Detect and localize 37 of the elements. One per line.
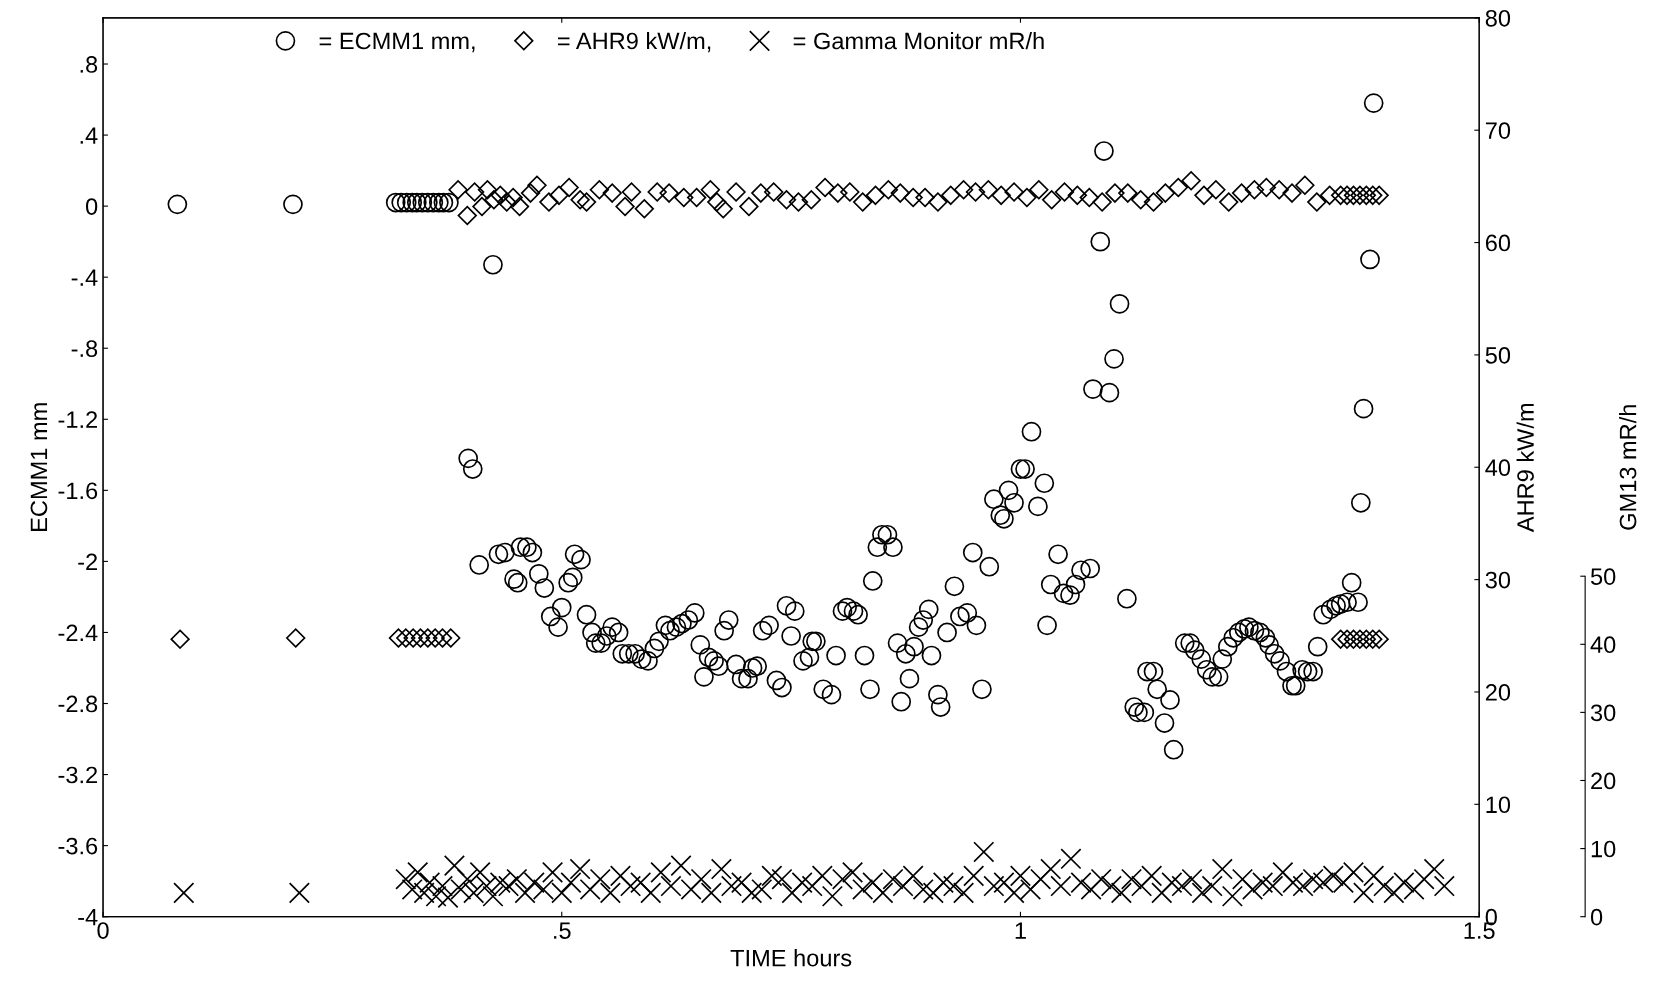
y-tick-label: -4 [78,908,98,926]
y3-tick-label: 10 [1591,840,1616,858]
y3-axis-title: GM13 mR/h [1619,405,1637,530]
y-tick-label: -1.2 [58,411,97,428]
y-tick-label: -.4 [71,269,98,286]
y-tick-label: .4 [80,127,98,144]
y2-tick-label: 40 [1485,459,1511,477]
x-tick-label: 1 [1015,922,1026,939]
y2-tick-label: 30 [1485,571,1511,589]
y-tick-label: .8 [80,56,98,73]
y-tick-label: -3.2 [58,766,97,784]
y3-tick-label: 40 [1590,636,1616,654]
y-tick-label: -2.8 [58,695,98,713]
y3-tick-label: 0 [1590,908,1603,926]
x-tick-label: 0 [97,922,109,939]
y2-tick-label: 80 [1485,9,1511,27]
y2-tick-label: 10 [1486,796,1511,814]
y-axis-title: ECMM1 mm [30,403,48,531]
y-tick-label: 0 [85,198,98,215]
y2-tick-label: 50 [1485,346,1511,364]
y-tick-label: -2.4 [58,624,98,642]
y-tick-label: -3.6 [58,837,98,855]
legend-label: = ECMM1 mm, [319,32,475,53]
y-tick-label: -.8 [71,340,98,358]
y3-tick-label: 50 [1590,568,1616,585]
x-tick-label: .5 [554,922,571,939]
y2-axis-title: AHR9 kW/m [1516,403,1534,533]
y2-tick-label: 70 [1485,122,1511,139]
y2-tick-label: 20 [1485,684,1511,701]
legend-label: = Gamma Monitor mR/h [793,32,1044,50]
legend-label: = AHR9 kW/m, [558,32,711,53]
x-axis-title: TIME hours [730,949,852,967]
y2-tick-label: 60 [1485,234,1511,252]
y3-tick-label: 20 [1591,772,1616,790]
y3-tick-label: 30 [1590,704,1616,722]
y-tick-label: -1.6 [58,482,98,500]
y-tick-label: -2 [78,553,97,570]
